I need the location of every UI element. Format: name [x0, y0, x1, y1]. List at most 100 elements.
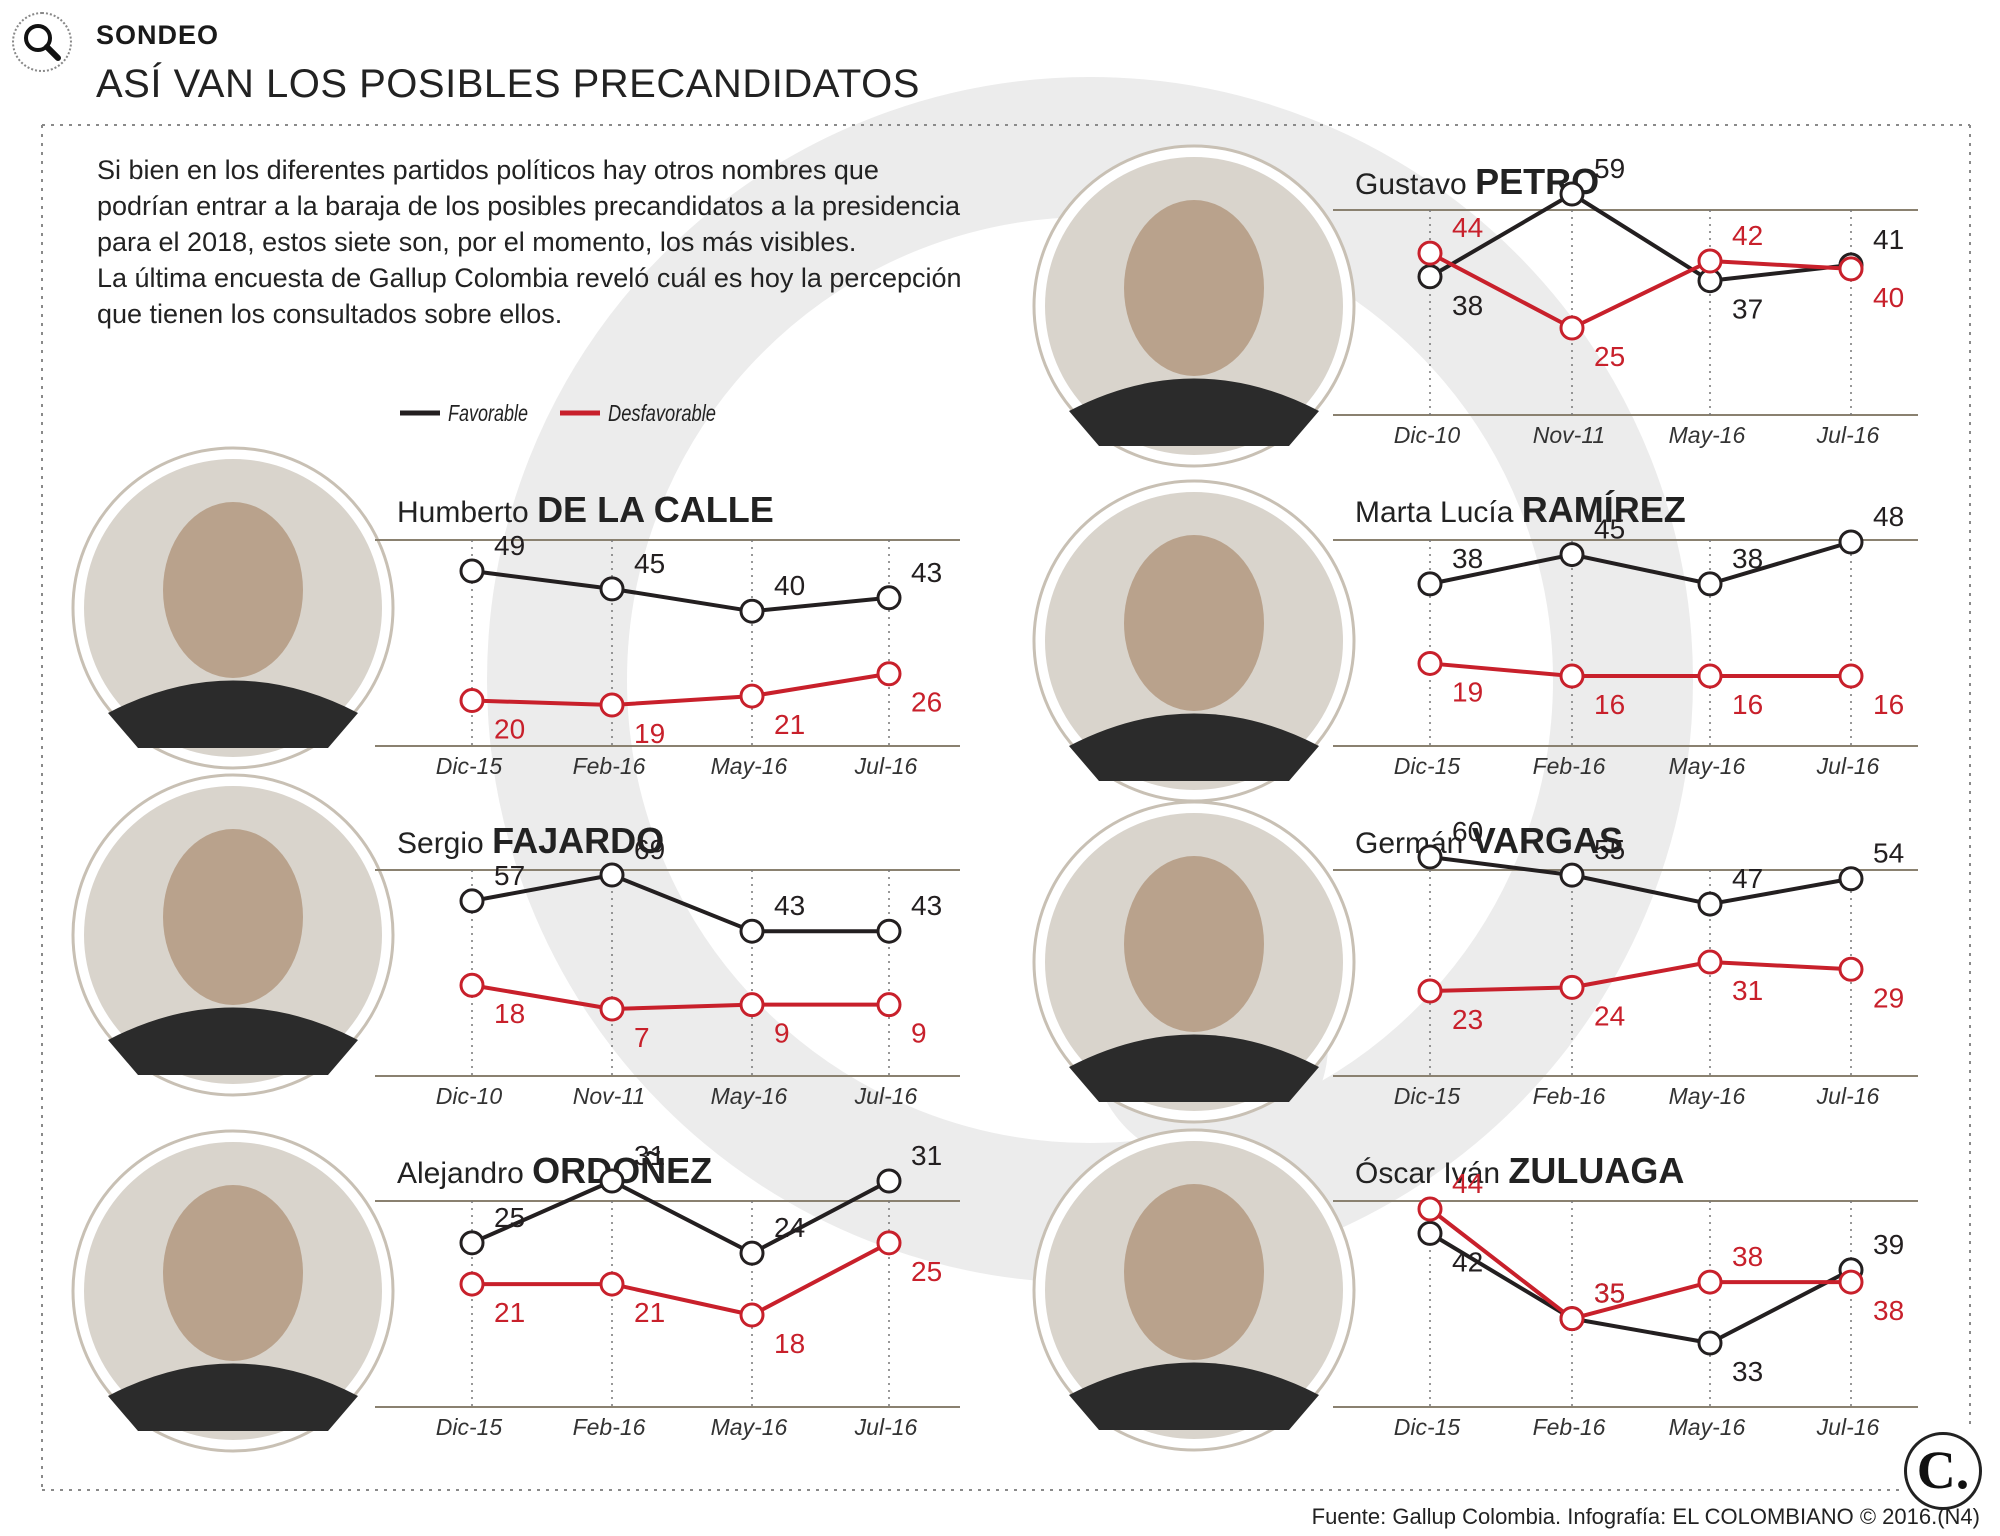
desfavorable-point — [1697, 663, 1723, 689]
favorable-data-label: 38 — [1732, 543, 1763, 574]
favorable-data-label: 57 — [494, 860, 525, 891]
candidate-last-name: RAMÍREZ — [1522, 489, 1686, 530]
candidate-first-name: Sergio — [397, 827, 492, 860]
portrait — [71, 773, 395, 1097]
favorable-point — [1417, 1220, 1443, 1246]
x-tick-label: Feb-16 — [1533, 1083, 1606, 1109]
desfavorable-point — [459, 688, 485, 714]
favorable-point — [1559, 862, 1585, 888]
favorable-point — [1417, 264, 1443, 290]
portrait — [1032, 1128, 1356, 1452]
candidate-last-name: ZULUAGA — [1508, 1150, 1684, 1191]
x-tick-label: Dic-15 — [1394, 753, 1461, 779]
candidate-panel: Óscar Iván ZULUAGA Dic-15 Feb-16 May-16 Jul-… — [1032, 1128, 1918, 1452]
desfavorable-point — [876, 1230, 902, 1256]
desfavorable-point — [1559, 974, 1585, 1000]
desfavorable-point — [1838, 956, 1864, 982]
intro-line: para el 2018, estos siete son, por el mo… — [97, 227, 857, 257]
favorable-line — [1429, 855, 1852, 907]
desfavorable-point — [1838, 663, 1864, 689]
x-tick-label: Dic-15 — [436, 753, 503, 779]
favorable-data-label: 42 — [1452, 1246, 1483, 1277]
candidate-panel: Humberto DE LA CALLE Dic-15 Feb-16 May-16 Ju… — [71, 446, 960, 779]
favorable-data-label: 54 — [1873, 838, 1904, 869]
desfavorable-line — [1429, 960, 1852, 993]
favorable-data-label: 49 — [494, 530, 525, 561]
candidate-name: Marta Lucía RAMÍREZ — [1355, 489, 1686, 530]
favorable-line — [471, 873, 889, 934]
desfavorable-data-label: 24 — [1594, 1000, 1625, 1031]
candidate-panel: Sergio FAJARDO Dic-10 Nov-11 May-16 Jul-16 57… — [71, 773, 960, 1109]
desfavorable-point — [1697, 248, 1723, 274]
desfavorable-data-label: 20 — [494, 714, 525, 745]
desfavorable-data-label: 21 — [634, 1297, 665, 1328]
x-tick-label: Nov-11 — [573, 1083, 645, 1109]
favorable-point — [1559, 542, 1585, 568]
portrait — [71, 1129, 395, 1453]
desfavorable-line — [1429, 661, 1851, 678]
favorable-data-label: 43 — [774, 890, 805, 921]
intro-line: podrían entrar a la baraja de los posibl… — [97, 191, 961, 221]
desfavorable-line — [471, 983, 889, 1011]
favorable-line — [471, 569, 890, 614]
portrait — [1032, 144, 1356, 468]
desfavorable-line — [1429, 251, 1852, 330]
desfavorable-point — [1417, 1196, 1443, 1222]
favorable-point — [739, 598, 765, 624]
desfavorable-data-label: 26 — [911, 687, 942, 718]
favorable-data-label: 35 — [1594, 1278, 1625, 1309]
favorable-line — [1428, 1231, 1852, 1345]
favorable-point — [739, 1240, 765, 1266]
x-tick-label: Feb-16 — [573, 753, 646, 779]
desfavorable-data-label: 23 — [1452, 1004, 1483, 1035]
portrait-face — [163, 1185, 303, 1361]
desfavorable-line — [1428, 1207, 1851, 1321]
desfavorable-point — [1559, 1306, 1585, 1332]
desfavorable-point — [876, 661, 902, 687]
x-tick-label: May-16 — [1669, 1083, 1746, 1109]
candidate-last-name: FAJARDO — [492, 820, 664, 861]
desfavorable-data-label: 18 — [494, 998, 525, 1029]
candidate-first-name: Gustavo — [1355, 168, 1475, 201]
x-tick-label: Feb-16 — [1533, 753, 1606, 779]
desfavorable-data-label: 16 — [1732, 689, 1763, 720]
legend-label-desfavorable: Desfavorable — [608, 400, 716, 426]
desfavorable-data-label: 40 — [1873, 282, 1904, 313]
desfavorable-data-label: 9 — [774, 1018, 790, 1049]
x-tick-label: Nov-11 — [1533, 422, 1605, 448]
desfavorable-point — [1697, 949, 1723, 975]
portrait-face — [1124, 1184, 1264, 1360]
x-tick-label: May-16 — [1669, 1414, 1746, 1440]
el-colombiano-logo: C. — [1904, 1432, 1982, 1510]
desfavorable-data-label: 16 — [1873, 689, 1904, 720]
favorable-point — [1697, 1330, 1723, 1356]
candidate-first-name: Germán — [1355, 827, 1472, 860]
desfavorable-point — [599, 996, 625, 1022]
portrait-face — [1124, 856, 1264, 1032]
desfavorable-point — [459, 1271, 485, 1297]
favorable-data-label: 43 — [911, 557, 942, 588]
desfavorable-point — [1417, 240, 1443, 266]
candidate-first-name: Humberto — [397, 496, 537, 529]
favorable-data-label: 45 — [634, 548, 665, 579]
favorable-point — [459, 1230, 485, 1256]
portrait-shoulders — [1069, 378, 1319, 446]
desfavorable-data-label: 38 — [1732, 1241, 1763, 1272]
desfavorable-point — [876, 992, 902, 1018]
favorable-line — [1429, 540, 1852, 586]
x-tick-label: Jul-16 — [854, 753, 918, 779]
candidate-name: Óscar Iván ZULUAGA — [1355, 1150, 1684, 1191]
favorable-data-label: 59 — [1594, 153, 1625, 184]
desfavorable-data-label: 31 — [1732, 975, 1763, 1006]
desfavorable-data-label: 16 — [1594, 689, 1625, 720]
x-tick-label: May-16 — [1669, 422, 1746, 448]
desfavorable-data-label: 25 — [911, 1256, 942, 1287]
x-tick-label: Jul-16 — [1816, 753, 1880, 779]
favorable-point — [739, 918, 765, 944]
favorable-point — [1417, 844, 1443, 870]
desfavorable-line — [472, 1241, 890, 1317]
portrait-shoulders — [108, 1363, 358, 1431]
favorable-line — [471, 1179, 890, 1256]
candidate-name: Germán VARGAS — [1355, 820, 1623, 861]
